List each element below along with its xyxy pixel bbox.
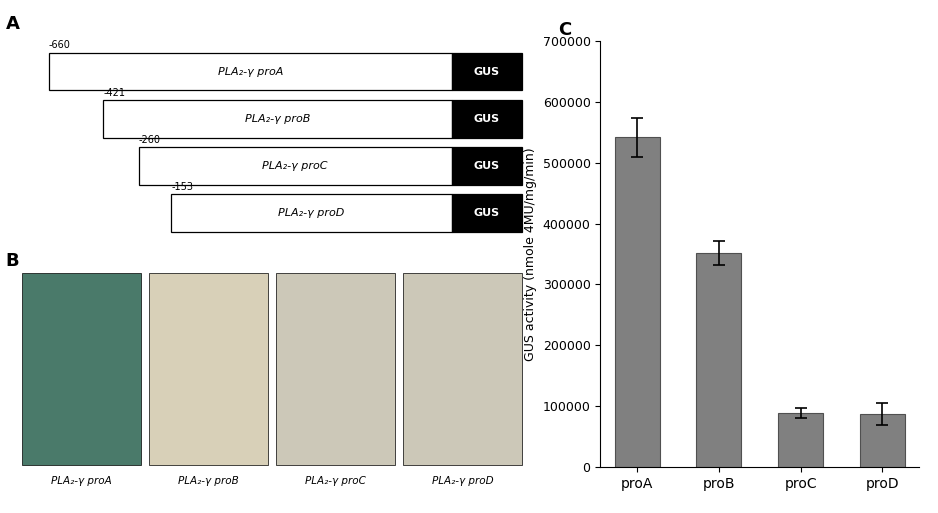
Bar	[860, 414, 905, 467]
Text: B: B	[6, 251, 19, 269]
Text: PLA₂-γ proB: PLA₂-γ proB	[245, 114, 310, 124]
Text: C: C	[558, 21, 571, 38]
Bar	[451, 100, 522, 137]
Text: GUS: GUS	[474, 114, 500, 124]
Text: PLA₂-γ proB: PLA₂-γ proB	[178, 476, 239, 486]
Text: A: A	[6, 15, 20, 33]
Bar	[149, 273, 268, 465]
Text: -153: -153	[172, 182, 193, 192]
Bar	[103, 100, 451, 137]
Text: PLA₂-γ proA: PLA₂-γ proA	[218, 67, 283, 76]
Text: PLA₂-γ proC: PLA₂-γ proC	[305, 476, 366, 486]
Bar	[614, 137, 659, 467]
Bar	[49, 53, 451, 90]
Bar	[451, 194, 522, 232]
Bar	[451, 53, 522, 90]
Bar	[22, 273, 141, 465]
Text: GUS: GUS	[474, 208, 500, 218]
Bar	[697, 253, 741, 467]
Bar	[779, 413, 823, 467]
Text: -421: -421	[103, 88, 126, 97]
Bar	[172, 194, 451, 232]
Text: PLA₂-γ proD: PLA₂-γ proD	[279, 208, 344, 218]
Bar	[403, 273, 522, 465]
Text: PLA₂-γ proA: PLA₂-γ proA	[51, 476, 112, 486]
Text: GUS: GUS	[474, 67, 500, 76]
Text: -260: -260	[139, 135, 160, 145]
Bar	[451, 147, 522, 185]
Text: PLA₂-γ proD: PLA₂-γ proD	[432, 476, 493, 486]
Bar	[276, 273, 395, 465]
Text: -660: -660	[49, 41, 71, 50]
Y-axis label: GUS activity (nmole 4MU/mg/min): GUS activity (nmole 4MU/mg/min)	[524, 147, 537, 361]
Text: GUS: GUS	[474, 161, 500, 171]
Bar	[139, 147, 451, 185]
Text: PLA₂-γ proC: PLA₂-γ proC	[263, 161, 328, 171]
